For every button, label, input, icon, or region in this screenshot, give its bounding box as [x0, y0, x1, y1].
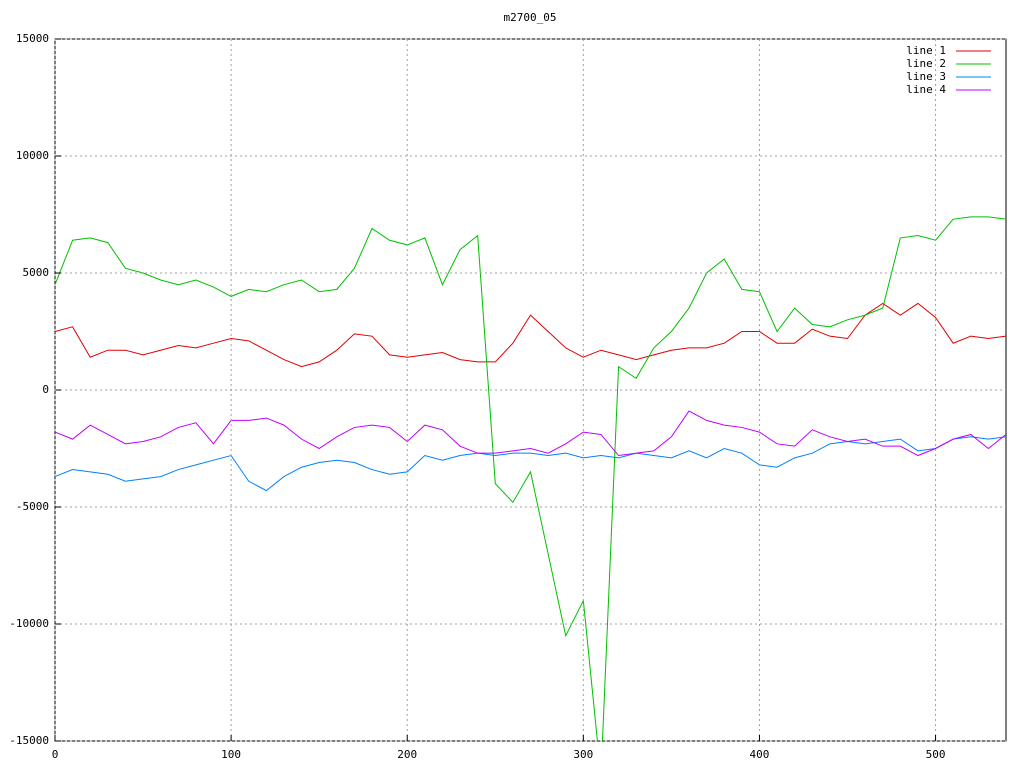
x-tick-label: 400 [750, 748, 770, 761]
legend-label: line 2 [906, 57, 946, 70]
data-line [55, 436, 1006, 492]
x-tick-label: 200 [397, 748, 417, 761]
data-line [55, 216, 1006, 741]
x-tick-label: 500 [926, 748, 946, 761]
data-line [55, 302, 1006, 368]
y-tick-label: 10000 [16, 149, 49, 162]
y-tick-label: 15000 [16, 32, 49, 45]
y-tick-label: 0 [42, 383, 49, 396]
legend-label: line 4 [906, 83, 946, 96]
y-tick-label: -15000 [9, 734, 49, 747]
y-tick-label: -10000 [9, 617, 49, 630]
y-tick-label: 5000 [23, 266, 50, 279]
x-tick-label: 300 [573, 748, 593, 761]
legend-label: line 3 [906, 70, 946, 83]
y-tick-label: -5000 [16, 500, 49, 513]
data-line [55, 410, 1006, 457]
x-tick-label: 0 [52, 748, 59, 761]
x-tick-label: 100 [221, 748, 241, 761]
plot-area [55, 216, 1006, 741]
chart-title: m2700_05 [504, 11, 557, 24]
legend-label: line 1 [906, 44, 946, 57]
